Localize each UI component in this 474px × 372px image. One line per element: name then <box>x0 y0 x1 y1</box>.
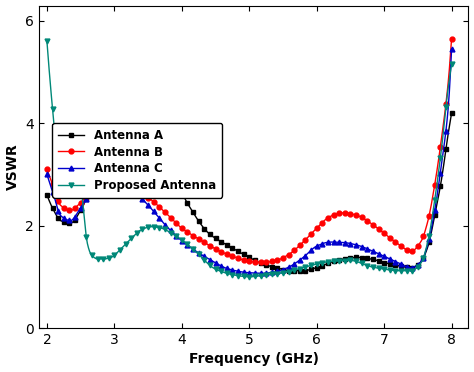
Line: Antenna B: Antenna B <box>45 36 454 265</box>
Antenna B <box>119 182 125 186</box>
Antenna C <box>401 263 406 267</box>
Antenna B <box>260 260 265 265</box>
Antenna A <box>55 216 61 221</box>
Antenna C <box>298 257 304 261</box>
Line: Antenna A: Antenna A <box>45 110 454 273</box>
Antenna C <box>119 180 125 185</box>
Y-axis label: VSWR: VSWR <box>6 144 19 190</box>
Antenna B <box>449 36 455 41</box>
Proposed Antenna <box>298 266 304 270</box>
Proposed Antenna <box>246 275 252 279</box>
Line: Antenna C: Antenna C <box>45 46 454 276</box>
Antenna A <box>287 269 292 273</box>
Proposed Antenna <box>44 39 50 44</box>
Antenna C <box>289 263 295 267</box>
Antenna A <box>44 193 50 197</box>
Proposed Antenna <box>401 269 406 273</box>
Proposed Antenna <box>289 269 295 273</box>
Line: Proposed Antenna: Proposed Antenna <box>45 39 454 279</box>
Antenna A <box>449 111 455 115</box>
Antenna C <box>449 47 455 51</box>
Proposed Antenna <box>449 62 455 67</box>
Antenna B <box>276 257 282 262</box>
Antenna A <box>274 266 280 270</box>
Antenna C <box>260 271 265 276</box>
Antenna C <box>44 172 50 177</box>
Antenna C <box>55 208 61 213</box>
Antenna B <box>289 250 295 254</box>
Antenna B <box>401 246 406 250</box>
Proposed Antenna <box>119 246 125 250</box>
Legend: Antenna A, Antenna B, Antenna C, Proposed Antenna: Antenna A, Antenna B, Antenna C, Propose… <box>53 123 222 198</box>
Antenna A <box>298 269 304 273</box>
Antenna A <box>401 264 406 269</box>
Proposed Antenna <box>55 166 61 171</box>
Antenna B <box>55 199 61 203</box>
X-axis label: Frequency (GHz): Frequency (GHz) <box>189 352 319 366</box>
Antenna B <box>44 167 50 171</box>
Antenna A <box>119 133 125 138</box>
Antenna A <box>289 269 295 273</box>
Antenna B <box>298 242 304 246</box>
Antenna C <box>276 269 282 273</box>
Proposed Antenna <box>276 271 282 276</box>
